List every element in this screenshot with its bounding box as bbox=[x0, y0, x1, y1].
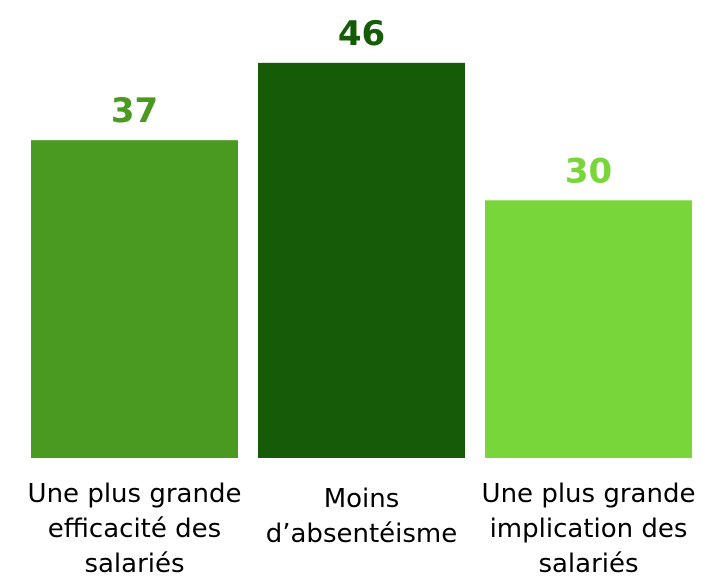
category-label: Moins d’absentéisme bbox=[265, 484, 458, 549]
category-label: Une plus grande efficacité des salariés bbox=[27, 479, 242, 579]
value-label: 37 bbox=[111, 91, 158, 131]
bar bbox=[31, 140, 238, 459]
category-label: Une plus grande implication des salariés bbox=[481, 479, 696, 579]
value-label: 30 bbox=[565, 151, 612, 191]
bar bbox=[258, 62, 465, 459]
value-label: 46 bbox=[338, 14, 385, 54]
bar bbox=[485, 200, 692, 459]
